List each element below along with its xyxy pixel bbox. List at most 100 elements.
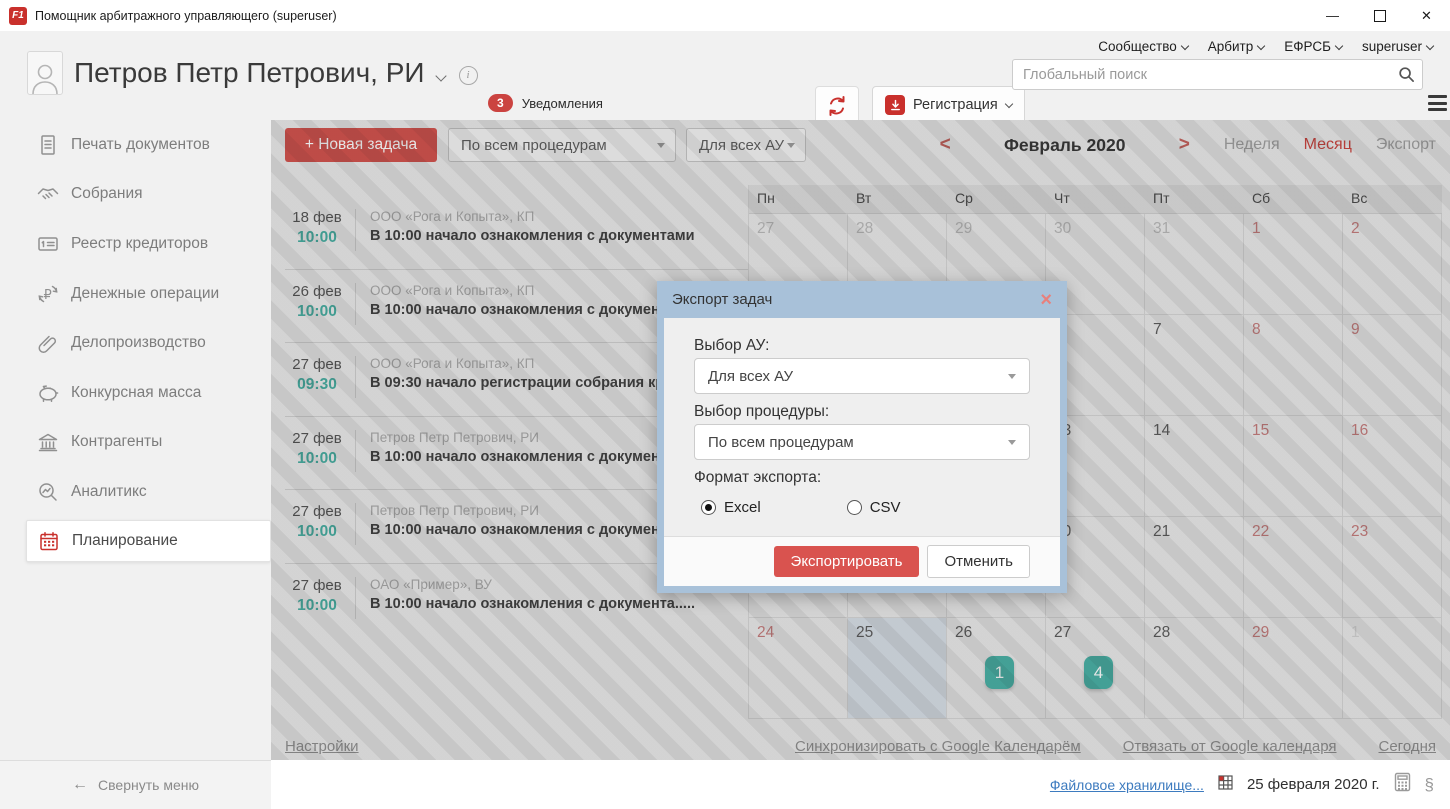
- settings-link[interactable]: Настройки: [285, 738, 359, 755]
- calendar-day[interactable]: 8: [1244, 315, 1343, 416]
- calendar-day[interactable]: 31: [1145, 214, 1244, 315]
- au-select[interactable]: Для всех АУ: [694, 358, 1030, 394]
- next-month-button[interactable]: >: [1169, 134, 1200, 156]
- menu-item-efrsb[interactable]: ЕФРСБ: [1284, 39, 1344, 54]
- new-task-button[interactable]: + Новая задача: [285, 128, 437, 162]
- registration-label: Регистрация: [913, 97, 998, 113]
- close-icon[interactable]: ×: [1040, 288, 1052, 311]
- calendar-day[interactable]: 24: [749, 618, 848, 719]
- dialog-titlebar: Экспорт задач ×: [664, 281, 1060, 318]
- calendar-nav: < Февраль 2020 > Неделя Месяц Экспорт: [930, 128, 1436, 162]
- au-filter-select[interactable]: Для всех АУ: [686, 128, 806, 162]
- maximize-button[interactable]: [1356, 0, 1403, 31]
- calendar-day[interactable]: 16: [1343, 416, 1442, 517]
- chevron-down-icon[interactable]: [434, 70, 447, 82]
- task-list-item[interactable]: 27 фев10:00 ОАО «Пример», ВУВ 10:00 нача…: [285, 564, 748, 638]
- analytics-icon: [37, 481, 59, 503]
- calendar-day[interactable]: 9: [1343, 315, 1442, 416]
- calendar-day[interactable]: 261: [947, 618, 1046, 719]
- menu-item-arbitr[interactable]: Арбитр: [1208, 39, 1266, 54]
- calendar-day[interactable]: 22: [1244, 517, 1343, 618]
- date-grid-icon: [1218, 774, 1233, 795]
- export-tasks-dialog: Экспорт задач × Выбор АУ: Для всех АУ Вы…: [657, 281, 1067, 593]
- window-titlebar: F1 Помощник арбитражного управляющего (s…: [0, 0, 1450, 31]
- calendar-day[interactable]: 29: [1244, 618, 1343, 719]
- dialog-body: Выбор АУ: Для всех АУ Выбор процедуры: П…: [664, 318, 1060, 586]
- file-storage-link[interactable]: Файловое хранилище...: [1049, 776, 1204, 793]
- task-list-item[interactable]: 27 фев10:00 Петров Петр Петрович, РИВ 10…: [285, 417, 748, 490]
- chevron-down-icon: [1180, 41, 1189, 50]
- sidebar-item-meetings[interactable]: Собрания: [0, 170, 271, 220]
- sidebar-item-bankruptcy-estate[interactable]: Конкурсная масса: [0, 368, 271, 418]
- view-month-button[interactable]: Месяц: [1304, 136, 1352, 154]
- piggy-bank-icon: [37, 382, 59, 404]
- legal-section-icon[interactable]: §: [1424, 774, 1434, 794]
- sidebar-item-creditors-register[interactable]: Реестр кредиторов: [0, 219, 271, 269]
- calendar-day[interactable]: 1: [1343, 618, 1442, 719]
- arrow-left-icon: ←: [72, 776, 89, 793]
- weekday-header-row: ПнВтСрЧтПтСбВс: [749, 185, 1442, 214]
- task-count-badge: 1: [985, 656, 1014, 689]
- calculator-icon[interactable]: [1394, 772, 1411, 797]
- minimize-button[interactable]: —: [1326, 8, 1339, 23]
- task-list-item[interactable]: 27 фев10:00 Петров Петр Петрович, РИВ 10…: [285, 490, 748, 564]
- hamburger-menu-icon[interactable]: [1428, 95, 1447, 111]
- avatar[interactable]: [27, 51, 63, 95]
- info-icon[interactable]: i: [458, 65, 478, 85]
- task-list-item[interactable]: 18 фев10:00 ООО «Рога и Копыта», КПВ 10:…: [285, 196, 748, 270]
- sidebar-item-money-operations[interactable]: ₽ Денежные операции: [0, 269, 271, 319]
- radio-excel[interactable]: [701, 500, 716, 515]
- collapse-menu-button[interactable]: ← Свернуть меню: [0, 760, 271, 809]
- sidebar-item-planning[interactable]: Планирование: [26, 519, 271, 562]
- calendar-day[interactable]: 2: [1343, 214, 1442, 315]
- radio-excel-label: Excel: [724, 499, 761, 516]
- sidebar-item-print-documents[interactable]: Печать документов: [0, 120, 271, 170]
- notifications[interactable]: 3 Уведомления: [488, 94, 603, 112]
- google-unlink-link[interactable]: Отвязать от Google календаря: [1123, 738, 1337, 755]
- calendar-day[interactable]: 7: [1145, 315, 1244, 416]
- sidebar-item-paperwork[interactable]: Делопроизводство: [0, 318, 271, 368]
- menu-item-community[interactable]: Сообщество: [1098, 39, 1189, 54]
- export-confirm-button[interactable]: Экспортировать: [773, 546, 920, 577]
- sidebar-item-analytics[interactable]: Аналитикс: [0, 467, 271, 517]
- registration-button[interactable]: Регистрация: [872, 86, 1025, 124]
- paperclip-icon: [37, 332, 59, 354]
- ruble-exchange-icon: ₽: [37, 283, 59, 305]
- dropdown-arrow-icon: [787, 142, 795, 148]
- cancel-button[interactable]: Отменить: [927, 545, 1030, 578]
- menu-item-superuser[interactable]: superuser: [1362, 39, 1435, 54]
- calendar-day[interactable]: 14: [1145, 416, 1244, 517]
- sync-button[interactable]: [815, 86, 859, 126]
- view-week-button[interactable]: Неделя: [1224, 136, 1280, 154]
- prev-month-button[interactable]: <: [930, 134, 961, 156]
- current-manager-name[interactable]: Петров Петр Петрович, РИ: [74, 57, 425, 88]
- sidebar-item-counterparties[interactable]: Контрагенты: [0, 418, 271, 468]
- procedures-filter-select[interactable]: По всем процедурам: [448, 128, 676, 162]
- document-icon: [37, 134, 59, 156]
- calendar-day[interactable]: 1: [1244, 214, 1343, 315]
- chevron-down-icon: [1256, 41, 1266, 50]
- calendar-day-today[interactable]: 25: [848, 618, 947, 719]
- calendar-day[interactable]: 30: [1046, 214, 1145, 315]
- procedure-select[interactable]: По всем процедурам: [694, 424, 1030, 460]
- calendar-day[interactable]: 15: [1244, 416, 1343, 517]
- radio-csv[interactable]: [846, 500, 862, 515]
- footer: ← Свернуть меню Файловое хранилище... 25…: [0, 760, 1450, 809]
- calendar-day[interactable]: 23: [1343, 517, 1442, 618]
- calendar-day[interactable]: 21: [1145, 517, 1244, 618]
- task-list-item[interactable]: 27 фев09:30 ООО «Рога и Копыта», КПВ 09:…: [285, 343, 748, 417]
- task-list-item[interactable]: 26 фев10:00 ООО «Рога и Копыта», КПВ 10:…: [285, 270, 748, 343]
- app-logo-icon: F1: [9, 6, 27, 25]
- maximize-icon: [1373, 9, 1386, 22]
- export-button[interactable]: Экспорт: [1376, 136, 1436, 154]
- close-button[interactable]: ✕: [1421, 7, 1432, 23]
- calendar-day[interactable]: 274: [1046, 618, 1145, 719]
- today-link[interactable]: Сегодня: [1379, 738, 1437, 755]
- handshake-icon: [37, 183, 59, 205]
- search-icon[interactable]: [1398, 66, 1415, 88]
- calendar-day[interactable]: 28: [1145, 618, 1244, 719]
- global-search-input[interactable]: [1012, 59, 1423, 90]
- calendar-icon: [38, 530, 60, 552]
- google-sync-link[interactable]: Синхронизировать с Google Календарём: [795, 738, 1081, 755]
